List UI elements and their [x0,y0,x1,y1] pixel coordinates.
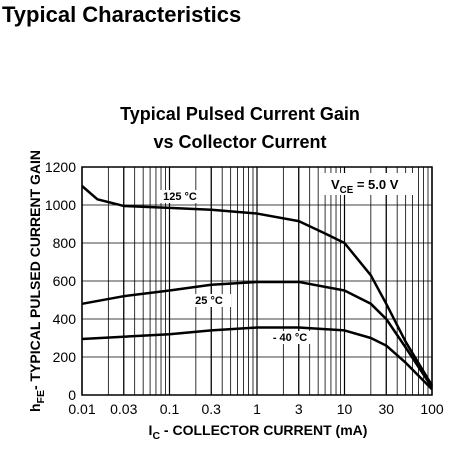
y-tick-label: 1000 [45,197,76,213]
y-tick-label: 1200 [45,159,76,175]
x-axis-label: IC - COLLECTOR CURRENT (mA) [149,422,368,442]
plot-frame [81,166,433,396]
series-label: 25 °C [195,295,223,307]
x-tick-label: 10 [337,401,353,417]
series-label-bg [158,190,202,203]
chart-title: vs Collector Current [153,132,326,152]
annotation-box [324,173,414,195]
x-tick-label: 1 [253,401,261,417]
chart-title: Typical Pulsed Current Gain [120,104,360,124]
y-axis-label-part: - TYPICAL PULSED CURRENT GAIN [27,150,43,390]
y-tick-label: 800 [53,235,77,251]
x-tick-label: 100 [420,401,444,417]
series-label-bg [187,294,231,307]
series-line [81,280,434,389]
y-tick-label: 0 [68,387,76,403]
y-axis-label-part: h [27,403,43,412]
x-axis-label-part: I [149,422,153,438]
page-header: Typical Characteristics [2,2,241,27]
y-tick-label: 200 [53,349,77,365]
series-line [81,326,433,391]
x-tick-label: 0.1 [160,401,180,417]
y-axis-label: hFE- TYPICAL PULSED CURRENT GAIN [27,150,47,412]
x-axis-label-sub: C [152,430,160,442]
annotation-part: V [331,177,340,192]
series-label: - 40 °C [273,332,307,344]
annotation: VCE = 5.0 V [331,177,399,196]
x-tick-label: 0.3 [202,401,222,417]
x-tick-label: 30 [378,401,394,417]
annotation-part: = 5.0 V [353,177,398,192]
y-axis-label-sub: FE [35,390,47,403]
x-tick-label: 3 [295,401,303,417]
series-label: 125 °C [163,191,197,203]
x-tick-label: 0.03 [110,401,137,417]
x-tick-label: 0.01 [68,401,95,417]
series-label-bg [268,331,312,344]
y-tick-label: 400 [53,311,77,327]
annotation-sub: CE [340,185,354,196]
x-axis-label-part: - COLLECTOR CURRENT (mA) [160,422,367,438]
series-line [81,185,434,387]
y-tick-label: 600 [53,273,77,289]
